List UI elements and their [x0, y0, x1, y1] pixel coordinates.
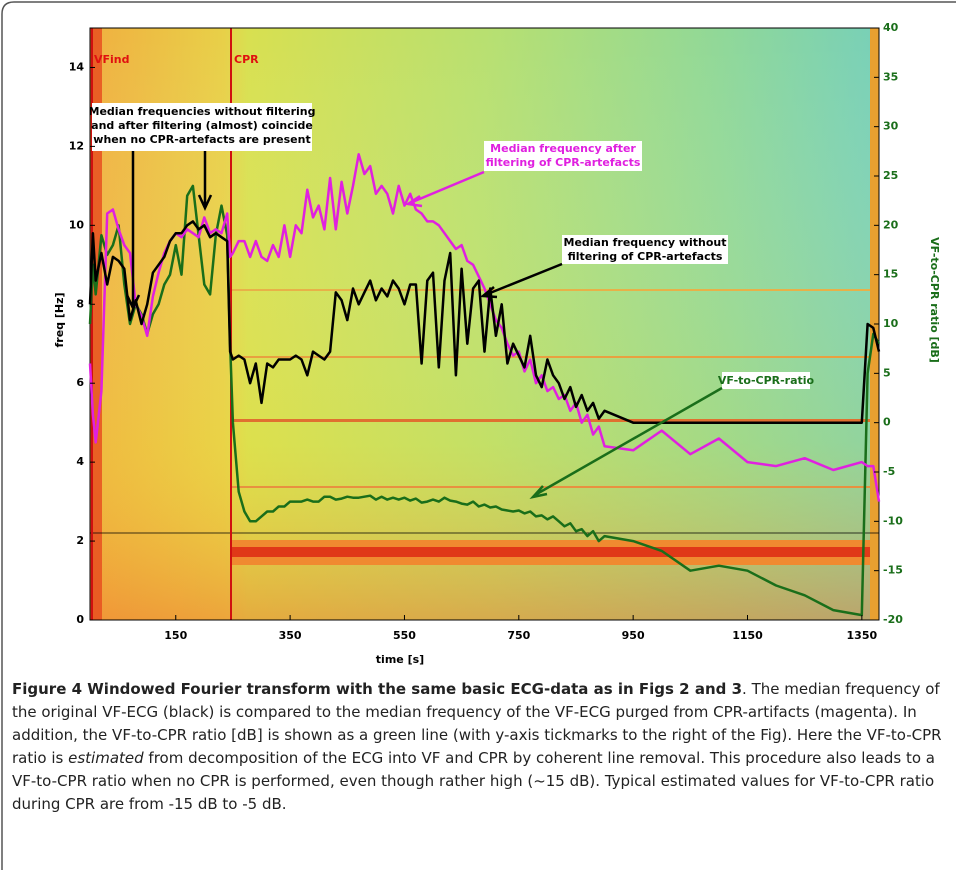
y-tick-label: 12 [69, 139, 84, 152]
y-tick-label: 2 [76, 534, 84, 547]
y2-axis-title: VF-to-CPR ratio [dB] [928, 237, 941, 363]
y2-tick-label: -15 [883, 564, 903, 577]
y2-tick-label: 10 [883, 317, 899, 330]
annotation: filtering of CPR-artefacts [568, 250, 723, 263]
annotation: when no CPR-artefacts are present [93, 133, 310, 146]
y2-tick-label: -20 [883, 613, 903, 626]
series-line [88, 184, 881, 617]
y-tick-label: 4 [76, 455, 84, 468]
y2-tick-label: 25 [883, 169, 898, 182]
annotation: Median frequencies without filtering [89, 105, 316, 118]
y2-tick-label: 5 [883, 366, 891, 379]
y2-tick-label: 20 [883, 218, 899, 231]
x-tick-label: 1350 [847, 629, 878, 642]
annotation-arrows [125, 151, 723, 500]
marker-label: CPR [234, 53, 259, 66]
annotation: filtering of CPR-artefacts [486, 156, 641, 169]
x-tick-label: 150 [164, 629, 187, 642]
x-tick-label: 950 [622, 629, 645, 642]
y-tick-label: 0 [76, 613, 84, 626]
annotation: and after filtering (almost) coincide [91, 119, 313, 132]
x-tick-label: 550 [393, 629, 416, 642]
y2-tick-label: 40 [883, 21, 899, 34]
x-tick-label: 350 [279, 629, 302, 642]
annotation: Median frequency without [564, 236, 727, 249]
marker-label: VFind [94, 53, 130, 66]
x-tick-label: 750 [507, 629, 530, 642]
caption-title: Figure 4 Windowed Fourier transform with… [12, 680, 743, 698]
y-tick-label: 6 [76, 376, 84, 389]
y2-tick-label: -10 [883, 514, 903, 527]
annotation: Median frequency after [490, 142, 636, 155]
caption-text: from decomposition of the ECG into VF an… [12, 749, 936, 813]
y-axis-title: freq [Hz] [53, 292, 66, 347]
y2-tick-label: 35 [883, 70, 898, 83]
y-tick-label: 10 [69, 218, 85, 231]
y2-tick-label: -5 [883, 465, 895, 478]
y2-tick-label: 15 [883, 268, 898, 281]
y-tick-label: 14 [69, 60, 85, 73]
annotation-boxes [92, 103, 810, 389]
caption: Figure 4 Windowed Fourier transform with… [12, 678, 946, 816]
x-axis-title: time [s] [376, 653, 424, 666]
y-tick-label: 8 [76, 297, 84, 310]
annotation: VF-to-CPR-ratio [718, 374, 815, 387]
series-line [88, 153, 881, 502]
caption-text: . The median frequency of the original V… [12, 680, 942, 767]
series-line [88, 220, 881, 424]
y2-tick-label: 0 [883, 416, 891, 429]
x-tick-label: 1150 [732, 629, 763, 642]
y2-tick-label: 30 [883, 120, 899, 133]
caption-emphasis: estimated [68, 749, 144, 767]
